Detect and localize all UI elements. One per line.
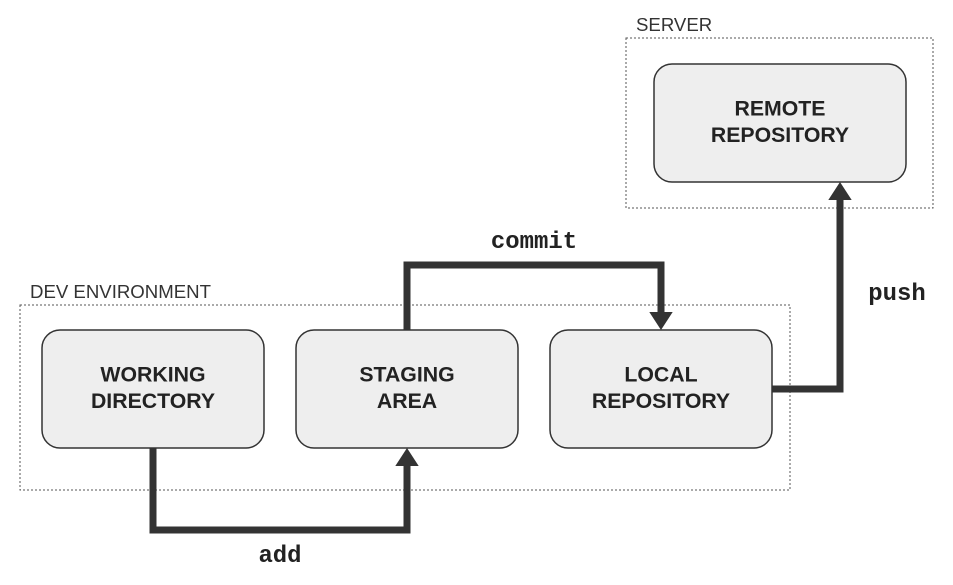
node-label-staging-area-line0: STAGING bbox=[359, 362, 454, 386]
node-label-working-dir-line0: WORKING bbox=[100, 362, 205, 386]
node-label-local-repo-line0: LOCAL bbox=[624, 362, 697, 386]
edge-commit bbox=[407, 265, 661, 330]
edge-push bbox=[772, 193, 840, 389]
arrowhead-icon bbox=[828, 182, 851, 200]
node-label-remote-repo-line0: REMOTE bbox=[735, 96, 826, 120]
container-label-server: SERVER bbox=[636, 14, 712, 35]
arrowhead-icon bbox=[395, 448, 418, 466]
node-label-local-repo-line1: REPOSITORY bbox=[592, 389, 730, 413]
edge-label-commit: commit bbox=[491, 229, 577, 256]
edge-add bbox=[153, 448, 407, 530]
node-label-remote-repo-line1: REPOSITORY bbox=[711, 123, 849, 147]
edge-label-add: add bbox=[258, 543, 301, 570]
container-label-dev-env: DEV ENVIRONMENT bbox=[30, 281, 211, 302]
node-label-staging-area-line1: AREA bbox=[377, 389, 437, 413]
node-label-working-dir-line1: DIRECTORY bbox=[91, 389, 215, 413]
arrowhead-icon bbox=[649, 312, 672, 330]
edge-label-push: push bbox=[868, 281, 925, 308]
